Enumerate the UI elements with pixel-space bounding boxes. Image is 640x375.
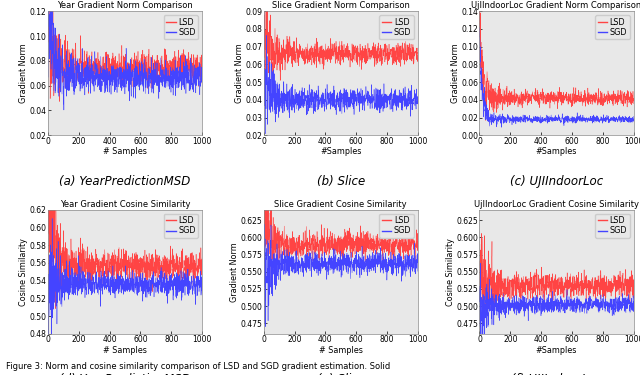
Text: (d) YearPredictionMSD: (d) YearPredictionMSD [60, 374, 191, 375]
Legend: LSD, SGD: LSD, SGD [380, 15, 414, 39]
Legend: LSD, SGD: LSD, SGD [595, 15, 630, 39]
X-axis label: # Samples: # Samples [103, 345, 147, 354]
Title: Slice Gradient Norm Comparison: Slice Gradient Norm Comparison [272, 2, 410, 10]
Legend: LSD, SGD: LSD, SGD [595, 214, 630, 238]
Text: (a) YearPredictionMSD: (a) YearPredictionMSD [60, 175, 191, 188]
Text: (c) UJIIndoorLoc: (c) UJIIndoorLoc [510, 175, 603, 188]
Y-axis label: Gradient Norm: Gradient Norm [235, 44, 244, 103]
Y-axis label: Cosine Similarity: Cosine Similarity [19, 238, 28, 306]
Legend: LSD, SGD: LSD, SGD [380, 214, 414, 238]
Text: (b) Slice: (b) Slice [317, 175, 365, 188]
Title: Year Gradient Norm Comparison: Year Gradient Norm Comparison [57, 2, 193, 10]
Text: (e) Slice: (e) Slice [317, 374, 365, 375]
X-axis label: #Samples: #Samples [320, 147, 362, 156]
Text: Figure 3: Norm and cosine similarity comparison of LSD and SGD gradient estimati: Figure 3: Norm and cosine similarity com… [6, 362, 390, 371]
Y-axis label: Cosine Similarity: Cosine Similarity [446, 238, 455, 306]
Y-axis label: Gradient Norm: Gradient Norm [451, 44, 460, 103]
Y-axis label: Gradient Norm: Gradient Norm [230, 242, 239, 302]
Legend: LSD, SGD: LSD, SGD [164, 214, 198, 238]
Title: UjIIndoorLoc Gradient Norm Comparison: UjIIndoorLoc Gradient Norm Comparison [472, 2, 640, 10]
X-axis label: #Samples: #Samples [536, 345, 577, 354]
Legend: LSD, SGD: LSD, SGD [164, 15, 198, 39]
X-axis label: # Samples: # Samples [103, 147, 147, 156]
Y-axis label: Gradient Norm: Gradient Norm [19, 44, 28, 103]
Text: (f) UJIIndoorLoc: (f) UJIIndoorLoc [511, 374, 602, 375]
X-axis label: # Samples: # Samples [319, 345, 363, 354]
Title: UjIIndoorLoc Gradient Cosine Similarity: UjIIndoorLoc Gradient Cosine Similarity [474, 200, 639, 209]
Title: Slice Gradient Cosine Similarity: Slice Gradient Cosine Similarity [275, 200, 407, 209]
Title: Year Gradient Cosine Similarity: Year Gradient Cosine Similarity [60, 200, 190, 209]
X-axis label: #Samples: #Samples [536, 147, 577, 156]
